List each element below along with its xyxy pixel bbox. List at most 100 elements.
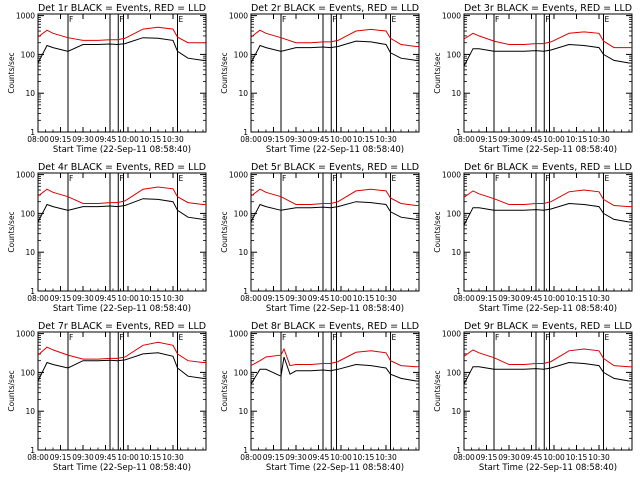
time-marker-label: F bbox=[119, 15, 123, 24]
x-tick-label: 10:15 bbox=[140, 135, 162, 144]
x-tick-label: 10:30 bbox=[162, 294, 184, 303]
series-line-events bbox=[37, 352, 206, 382]
time-marker-label: F bbox=[69, 174, 73, 183]
x-tick-label: 10:15 bbox=[566, 453, 588, 462]
series-line-events bbox=[463, 361, 632, 385]
x-tick-label: 09:30 bbox=[285, 453, 307, 462]
x-tick-label: 10:00 bbox=[330, 453, 352, 462]
series-line-events bbox=[250, 40, 419, 64]
y-tick-label: 10 bbox=[238, 89, 248, 98]
y-tick-label: 1000 bbox=[229, 171, 248, 180]
y-tick-label: 1000 bbox=[442, 330, 461, 339]
y-tick-label: 1000 bbox=[229, 330, 248, 339]
y-tick-label: 1000 bbox=[16, 330, 35, 339]
y-tick-label: 100 bbox=[234, 368, 249, 377]
y-tick-label: 10 bbox=[238, 248, 248, 257]
x-tick-label: 09:15 bbox=[50, 294, 72, 303]
time-marker-label: E bbox=[392, 333, 397, 342]
chart-title: Det 5r BLACK = Events, RED = LLD bbox=[251, 162, 419, 173]
x-tick-label: 09:30 bbox=[72, 135, 94, 144]
x-tick-label: 09:15 bbox=[476, 294, 498, 303]
series-line-events bbox=[37, 37, 206, 64]
y-tick-label: 10 bbox=[451, 407, 461, 416]
plot-frame bbox=[37, 172, 207, 292]
time-marker-label: F bbox=[495, 15, 499, 24]
series-line-lld bbox=[37, 26, 206, 44]
plot-frame bbox=[250, 172, 420, 292]
y-tick-label: 10 bbox=[451, 89, 461, 98]
time-marker-label: F bbox=[119, 174, 123, 183]
x-tick-label: 10:00 bbox=[117, 453, 139, 462]
y-tick-label: 1000 bbox=[442, 12, 461, 21]
y-tick-label: 1000 bbox=[442, 171, 461, 180]
plot-frame bbox=[37, 331, 207, 451]
x-tick-label: 10:30 bbox=[588, 294, 610, 303]
x-tick-label: 10:15 bbox=[353, 135, 375, 144]
y-tick-label: 10 bbox=[25, 407, 35, 416]
series-line-lld bbox=[250, 347, 419, 368]
y-tick-label: 100 bbox=[234, 209, 249, 218]
y-tick-label: 1000 bbox=[16, 12, 35, 21]
y-tick-label: 1 bbox=[243, 446, 248, 455]
x-axis-label: Start Time (22-Sep-11 08:58:40) bbox=[53, 304, 191, 314]
y-axis-label: Counts/sec bbox=[220, 370, 229, 411]
y-tick-label: 1 bbox=[456, 287, 461, 296]
plot-frame bbox=[250, 13, 420, 133]
chart-title: Det 7r BLACK = Events, RED = LLD bbox=[38, 321, 206, 332]
y-tick-label: 100 bbox=[447, 50, 462, 59]
x-tick-label: 09:45 bbox=[95, 135, 117, 144]
x-tick-label: 09:30 bbox=[285, 294, 307, 303]
x-axis-label: Start Time (22-Sep-11 08:58:40) bbox=[266, 304, 404, 314]
time-marker-label: E bbox=[605, 174, 610, 183]
x-tick-label: 08:00 bbox=[240, 453, 262, 462]
chart-title: Det 2r BLACK = Events, RED = LLD bbox=[251, 3, 419, 14]
x-axis-label: Start Time (22-Sep-11 08:58:40) bbox=[266, 463, 404, 473]
time-marker-label: E bbox=[179, 333, 184, 342]
x-axis-label: Start Time (22-Sep-11 08:58:40) bbox=[53, 463, 191, 473]
x-tick-label: 10:00 bbox=[543, 453, 565, 462]
chart-panel-1: Det 1r BLACK = Events, RED = LLD 1 10 100 10… bbox=[7, 3, 207, 155]
chart-panel-9: Det 9r BLACK = Events, RED = LLD 1 10 100 10… bbox=[433, 321, 633, 473]
y-tick-label: 10 bbox=[25, 248, 35, 257]
x-tick-label: 10:15 bbox=[566, 135, 588, 144]
time-marker-label: F bbox=[332, 174, 336, 183]
series-line-lld bbox=[463, 189, 632, 208]
y-tick-label: 1000 bbox=[229, 12, 248, 21]
y-tick-label: 1 bbox=[30, 128, 35, 137]
x-tick-label: 09:30 bbox=[72, 453, 94, 462]
chart-title: Det 9r BLACK = Events, RED = LLD bbox=[464, 321, 632, 332]
y-axis-label: Counts/sec bbox=[7, 370, 16, 411]
x-tick-label: 10:15 bbox=[140, 453, 162, 462]
x-tick-label: 08:00 bbox=[27, 294, 49, 303]
x-tick-label: 09:15 bbox=[476, 453, 498, 462]
x-tick-label: 10:15 bbox=[140, 294, 162, 303]
chart-panel-6: Det 6r BLACK = Events, RED = LLD 1 10 100 10… bbox=[433, 162, 633, 314]
x-tick-label: 09:45 bbox=[95, 453, 117, 462]
x-tick-label: 09:45 bbox=[521, 453, 543, 462]
y-axis-label: Counts/sec bbox=[433, 52, 442, 93]
time-marker-label: F bbox=[119, 333, 123, 342]
x-tick-label: 10:00 bbox=[330, 294, 352, 303]
chart-panel-5: Det 5r BLACK = Events, RED = LLD 1 10 100 10… bbox=[220, 162, 420, 314]
x-tick-label: 08:00 bbox=[27, 135, 49, 144]
x-tick-label: 10:00 bbox=[330, 135, 352, 144]
x-tick-label: 09:45 bbox=[308, 453, 330, 462]
time-marker-label: E bbox=[179, 174, 184, 183]
time-marker-label: E bbox=[605, 15, 610, 24]
time-marker-label: F bbox=[332, 15, 336, 24]
x-tick-label: 10:30 bbox=[588, 453, 610, 462]
x-tick-label: 10:30 bbox=[375, 453, 397, 462]
plot-frame bbox=[250, 331, 420, 451]
time-marker-label: F bbox=[495, 333, 499, 342]
chart-panel-2: Det 2r BLACK = Events, RED = LLD 1 10 100 10… bbox=[220, 3, 420, 155]
x-tick-label: 10:15 bbox=[566, 294, 588, 303]
y-tick-label: 1 bbox=[30, 287, 35, 296]
time-marker-label: F bbox=[332, 333, 336, 342]
x-tick-label: 09:45 bbox=[521, 294, 543, 303]
chart-title: Det 3r BLACK = Events, RED = LLD bbox=[464, 3, 632, 14]
y-tick-label: 1 bbox=[30, 446, 35, 455]
series-line-lld bbox=[250, 188, 419, 206]
x-tick-label: 09:45 bbox=[308, 135, 330, 144]
x-tick-label: 10:15 bbox=[353, 294, 375, 303]
